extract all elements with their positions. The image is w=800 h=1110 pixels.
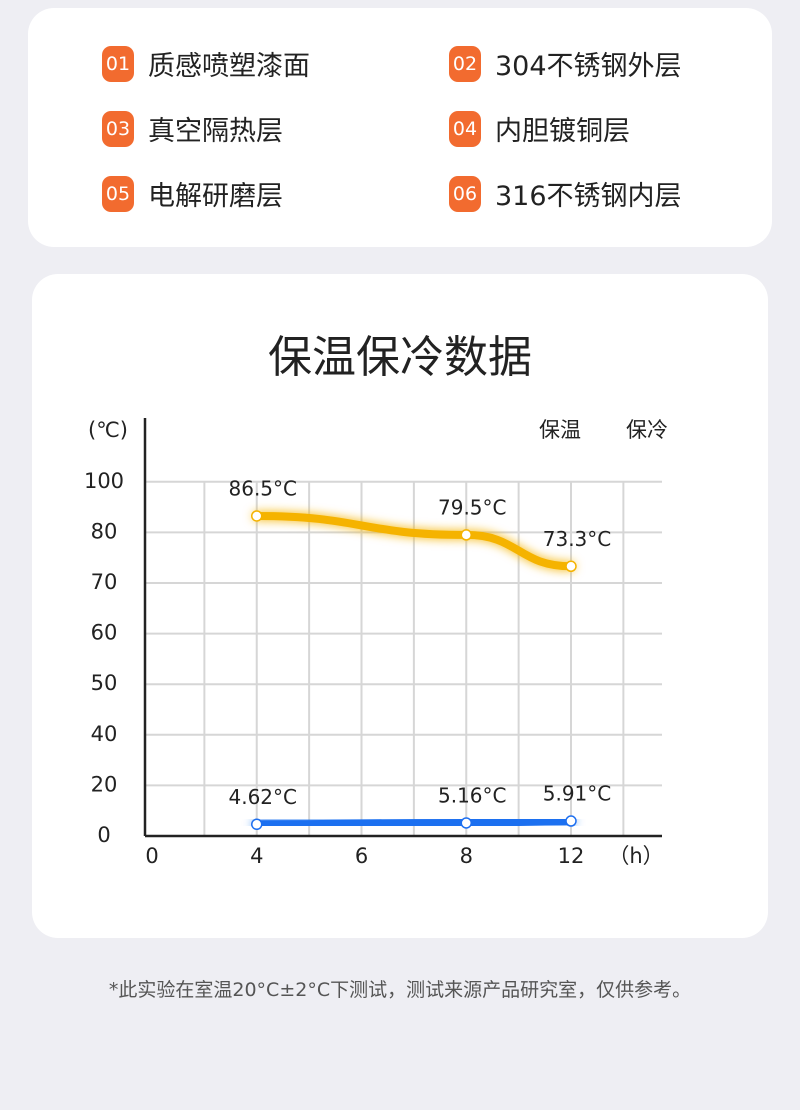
feature-text: 质感喷塑漆面 [148, 51, 310, 82]
data-label: 73.3°C [543, 527, 612, 551]
footnote: *此实验在室温20°C±2°C下测试，测试来源产品研究室，仅供参考。 [108, 979, 692, 1001]
data-point [460, 529, 472, 541]
series-line [252, 817, 575, 829]
feature-item: 05 电解研磨层 [102, 174, 283, 213]
x-tick-label: 0 [145, 844, 158, 868]
feature-text: 304不锈钢外层 [495, 51, 682, 82]
data-label: 86.5°C [229, 476, 298, 500]
feature-item: 03 真空隔热层 [102, 109, 283, 148]
chart-card [32, 274, 768, 938]
feature-item: 01 质感喷塑漆面 [102, 44, 310, 83]
feature-number: 05 [102, 175, 134, 212]
x-tick-label: 12 [558, 844, 585, 868]
y-tick-label: 70 [91, 570, 118, 594]
data-point [565, 560, 577, 573]
y-tick-label: 20 [91, 772, 118, 796]
feature-number: 04 [449, 110, 481, 147]
data-point [251, 510, 263, 522]
data-point [460, 817, 472, 829]
x-tick-label: 6 [355, 844, 368, 868]
series-line [252, 511, 575, 571]
data-label: 5.16°C [438, 783, 507, 807]
feature-text: 电解研磨层 [148, 181, 283, 212]
y-axis-label: (℃) [88, 418, 128, 442]
feature-text: 316不锈钢内层 [495, 181, 682, 212]
x-axis-label: （h） [608, 844, 663, 868]
y-tick-label: 50 [91, 671, 118, 695]
feature-number: 02 [449, 45, 481, 82]
y-tick-label: 40 [91, 722, 118, 746]
chart-title: 保温保冷数据 [268, 332, 532, 383]
feature-card: 01 质感喷塑漆面 02 304不锈钢外层 03 真空隔热层 04 内胆镀铜层 05 电解研磨层 0… [28, 8, 772, 247]
feature-text: 真空隔热层 [148, 116, 283, 147]
legend-entry: 保温 [539, 418, 581, 442]
data-label: 5.91°C [543, 782, 612, 806]
data-label: 4.62°C [229, 785, 298, 809]
x-tick-label: 8 [460, 844, 473, 868]
data-point [251, 818, 263, 831]
y-tick-label: 0 [97, 823, 110, 847]
y-tick-label: 80 [91, 519, 118, 543]
feature-number: 01 [102, 45, 134, 82]
data-label: 79.5°C [438, 495, 507, 519]
legend-entry: 保冷 [626, 418, 668, 442]
feature-item: 02 304不锈钢外层 [449, 44, 682, 83]
feature-item: 06 316不锈钢内层 [449, 174, 682, 213]
feature-text: 内胆镀铜层 [495, 116, 630, 147]
data-point [565, 815, 577, 827]
x-tick-label: 4 [250, 844, 263, 868]
feature-item: 04 内胆镀铜层 [449, 109, 630, 148]
y-tick-label: 60 [91, 621, 118, 645]
feature-number: 06 [449, 175, 481, 212]
y-tick-label: 100 [84, 469, 124, 493]
feature-number: 03 [102, 110, 134, 147]
